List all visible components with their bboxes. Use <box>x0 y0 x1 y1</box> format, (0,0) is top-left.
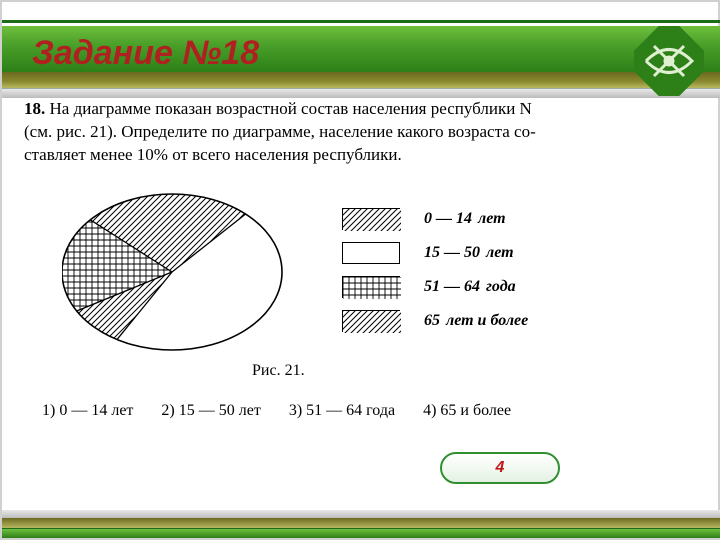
header-band: Задание №18 <box>2 20 720 86</box>
page-title: Задание №18 <box>32 34 259 73</box>
answer-options: 1) 0 — 14 лет 2) 15 — 50 лет 3) 51 — 64 го… <box>42 402 682 420</box>
legend-label: 65лет и более <box>424 312 528 330</box>
problem-text: 18. На диаграмме показан возрастной сост… <box>24 98 674 167</box>
figure-caption: Рис. 21. <box>252 362 305 380</box>
legend-row: 51 — 64года <box>342 270 528 304</box>
problem-line-3: ставляет менее 10% от всего населения ре… <box>24 145 402 164</box>
header-rule <box>2 20 720 23</box>
figure: 0 — 14лет 15 — 50лет 51 — 64года 65лет и бо… <box>22 192 662 392</box>
legend-row: 65лет и более <box>342 304 528 338</box>
answer-pill[interactable]: 4 <box>440 452 560 484</box>
footer-band <box>2 510 720 538</box>
legend-label: 15 — 50лет <box>424 244 514 262</box>
problem-line-2: (см. рис. 21). Определите по диаграмме, … <box>24 122 536 141</box>
option: 3) 51 — 64 года <box>289 402 395 419</box>
legend-label: 0 — 14лет <box>424 210 506 228</box>
option: 1) 0 — 14 лет <box>42 402 133 419</box>
legend-swatch <box>342 310 400 332</box>
legend-swatch <box>342 276 400 298</box>
legend-swatch <box>342 208 400 230</box>
legend-swatch <box>342 242 400 264</box>
footer-green-bar <box>2 528 720 538</box>
header-olive-bar <box>2 72 720 88</box>
problem-line-1: На диаграмме показан возрастной состав н… <box>50 99 532 118</box>
option: 2) 15 — 50 лет <box>161 402 260 419</box>
legend-row: 0 — 14лет <box>342 202 528 236</box>
header-grey-bar <box>2 88 720 98</box>
answer-value: 4 <box>496 459 505 477</box>
footer-grey-bar <box>2 510 720 518</box>
lattice-icon <box>634 26 704 96</box>
footer-olive-bar <box>2 518 720 528</box>
legend-row: 15 — 50лет <box>342 236 528 270</box>
slide: Задание №18 18. На диаграмме показан воз… <box>0 0 720 540</box>
option: 4) 65 и более <box>423 402 511 419</box>
legend: 0 — 14лет 15 — 50лет 51 — 64года 65лет и бо… <box>342 202 528 338</box>
pie-chart <box>62 192 302 362</box>
problem-number: 18. <box>24 99 45 118</box>
legend-label: 51 — 64года <box>424 278 516 296</box>
